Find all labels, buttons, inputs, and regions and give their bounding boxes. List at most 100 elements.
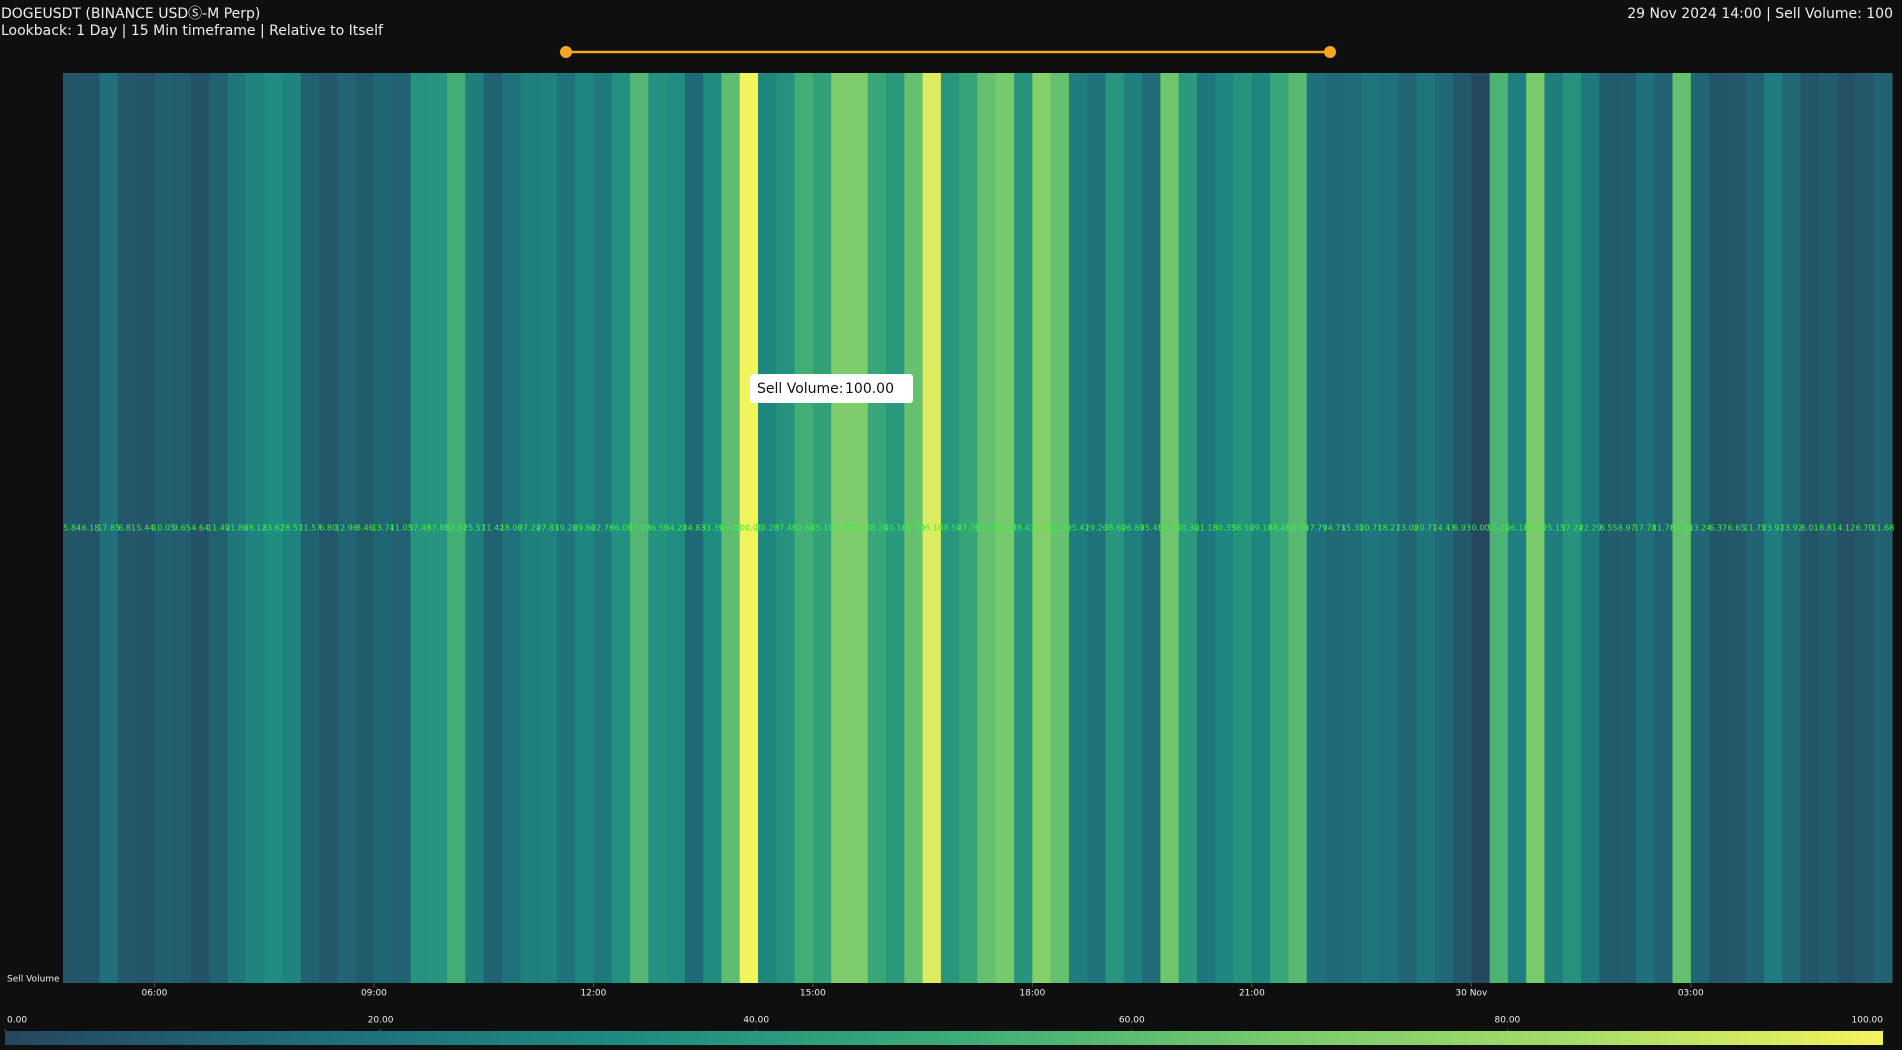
heat-cell	[191, 73, 210, 983]
data-label: 25.42	[1067, 524, 1090, 533]
x-tick-label: 12:00	[580, 989, 606, 999]
heat-cell	[1709, 73, 1728, 983]
heat-cell	[209, 73, 229, 983]
x-tick-label: 21:00	[1239, 989, 1265, 999]
data-label: 60.40	[719, 524, 742, 533]
heat-cell	[593, 73, 613, 983]
heat-cell	[300, 73, 320, 983]
heat-cell	[410, 73, 430, 983]
heat-cell	[154, 73, 174, 983]
colorbar-tick-label: 60.00	[1119, 1016, 1145, 1026]
data-label: 14.43	[1432, 524, 1455, 533]
heat-cell	[63, 73, 82, 983]
heat-cell	[886, 73, 905, 983]
heat-cell	[1178, 73, 1198, 983]
data-label: 17.78	[1634, 524, 1657, 533]
heat-cell	[245, 73, 265, 983]
heat-cell	[465, 73, 485, 983]
heat-cell	[1782, 73, 1802, 983]
data-label: 19.20	[1085, 524, 1108, 533]
data-label: 22.29	[1579, 524, 1602, 533]
data-label: 14.83	[683, 524, 706, 533]
heat-cell	[831, 73, 850, 983]
data-label: 8.55	[1600, 524, 1618, 533]
data-label: 52.60	[792, 524, 815, 533]
data-label: 6.01	[1801, 524, 1819, 533]
heat-cell	[355, 73, 375, 983]
heat-cell	[1142, 73, 1161, 983]
heat-cell	[227, 73, 247, 983]
heat-cell	[538, 73, 558, 983]
x-tick-label: 30 Nov	[1455, 989, 1488, 999]
slider-handle[interactable]	[560, 46, 572, 58]
subtitle: Lookback: 1 Day | 15 Min timeframe | Rel…	[1, 23, 384, 39]
data-label: 5.44	[136, 524, 154, 533]
heat-cell	[1014, 73, 1033, 983]
data-label: 5.84	[63, 524, 81, 533]
heat-cell	[1343, 73, 1363, 983]
data-label: 0.00	[1472, 524, 1490, 533]
heat-cell	[1873, 73, 1893, 983]
data-label: 33.62	[262, 524, 285, 533]
data-label: 57.20	[628, 524, 651, 533]
heat-cell	[1562, 73, 1582, 983]
data-label: 11.49	[207, 524, 230, 533]
tooltip-value: 100.00	[845, 381, 894, 397]
heat-cell	[867, 73, 887, 983]
data-label: 55.20	[1487, 524, 1510, 533]
data-label: 38.59	[939, 524, 962, 533]
status: 29 Nov 2024 14:00 | Sell Volume: 100	[1627, 6, 1893, 22]
x-tick-label: 06:00	[141, 989, 167, 999]
data-label: 27.83	[536, 524, 559, 533]
data-label: 21.18	[1195, 524, 1218, 533]
data-label: 68.40	[1524, 524, 1547, 533]
data-label: 95.10	[920, 524, 943, 533]
data-label: 48.20	[865, 524, 888, 533]
heat-cell	[776, 73, 796, 983]
heat-cell	[1288, 73, 1308, 983]
heat-cell	[1800, 73, 1820, 983]
data-label: 58.30	[1286, 524, 1309, 533]
data-label: 29.86	[573, 524, 596, 533]
data-label: 52.31	[445, 524, 468, 533]
heat-cell	[1617, 73, 1637, 983]
heat-cell	[1398, 73, 1417, 983]
data-label: 62.30	[1670, 524, 1693, 533]
heat-cell	[1160, 73, 1180, 983]
data-label: 18.06	[500, 524, 523, 533]
heat-cell	[1763, 73, 1783, 983]
heat-cell	[1270, 73, 1289, 983]
heat-cell	[1489, 73, 1509, 983]
heat-cell	[1215, 73, 1235, 983]
data-label: 26.18	[1506, 524, 1529, 533]
colorbar-tick-label: 0.00	[7, 1016, 27, 1026]
data-label: 11.05	[390, 524, 413, 533]
data-label: 13.08	[1396, 524, 1419, 533]
heat-cell	[1672, 73, 1692, 983]
heat-cell	[703, 73, 722, 983]
data-label: 26.89	[1122, 524, 1145, 533]
data-label: 45.10	[811, 524, 834, 533]
heat-cell	[575, 73, 594, 983]
heat-cell	[1325, 73, 1344, 983]
data-label: 37.40	[774, 524, 797, 533]
heat-cell	[447, 73, 466, 983]
heat-cell	[1123, 73, 1143, 983]
tooltip-box	[750, 374, 913, 403]
data-label: 6.70	[1856, 524, 1874, 533]
data-label: 37.24	[1560, 524, 1583, 533]
heat-cell	[648, 73, 668, 983]
heat-cell	[319, 73, 338, 983]
heat-cell	[1032, 73, 1052, 983]
heat-cell	[81, 73, 101, 983]
data-label: 70.30	[829, 524, 852, 533]
heat-cell	[282, 73, 302, 983]
data-label: 23.97	[1762, 524, 1785, 533]
heat-cell	[684, 73, 704, 983]
heat-cell	[794, 73, 814, 983]
slider-handle[interactable]	[1324, 46, 1336, 58]
heat-cell	[977, 73, 997, 983]
x-tick-label: 18:00	[1019, 989, 1045, 999]
heat-cell	[392, 73, 412, 983]
colorbar-tick-label: 80.00	[1495, 1016, 1521, 1026]
